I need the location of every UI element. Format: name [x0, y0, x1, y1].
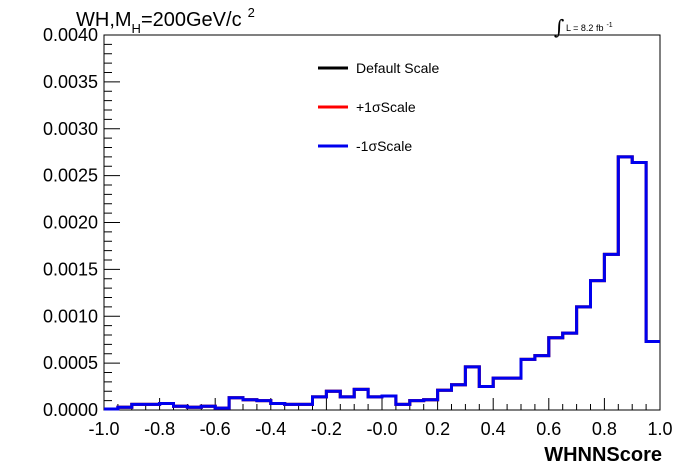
series-histogram-1	[104, 155, 660, 411]
plot-frame	[103, 34, 661, 411]
y-tick-label: 0.0020	[43, 213, 98, 233]
chart-title: WH,MH=200GeV/c 2	[76, 5, 255, 36]
y-tick-label: 0.0010	[43, 306, 98, 326]
x-tick-label: -0.0	[366, 419, 397, 439]
x-axis-label: WHNNScore	[544, 444, 662, 466]
y-tick-label: 0.0015	[43, 259, 98, 279]
series-histogram-2	[104, 155, 660, 411]
lumi-superscript: -1	[606, 22, 612, 29]
legend-label-default: Default Scale	[356, 60, 439, 76]
legend: Default Scale +1σScale -1σScale	[318, 60, 439, 154]
x-tick-label: -0.4	[255, 419, 286, 439]
x-tick-label: -0.2	[311, 419, 342, 439]
y-axis: 0.0000 0.0005 0.0010 0.0015 0.0020 0.0025 0.00…	[43, 25, 120, 420]
y-tick-label: 0.0025	[43, 166, 98, 186]
x-tick-label: 0.6	[536, 419, 561, 439]
x-tick-label: 0.4	[481, 419, 506, 439]
x-axis: -1.0 -0.8 -0.6 -0.4 -0.2 -0.0 0.2 0.4 0.6 0.8 1.0	[88, 398, 673, 439]
lumi-text: L = 8.2 fb	[566, 23, 603, 33]
series-histogram-0	[104, 155, 660, 411]
integral-sign: ∫	[554, 15, 564, 39]
y-tick-label: 0.0035	[43, 72, 98, 92]
title-rest: =200GeV/c	[141, 9, 242, 31]
title-superscript: 2	[248, 5, 255, 20]
y-tick-label: 0.0040	[43, 25, 98, 45]
legend-label-plus1sigma: +1σScale	[356, 99, 416, 115]
x-tick-label: -0.8	[144, 419, 175, 439]
x-tick-label: 0.8	[592, 419, 617, 439]
y-tick-label: 0.0000	[43, 400, 98, 420]
y-tick-label: 0.0005	[43, 353, 98, 373]
x-tick-label: 1.0	[647, 419, 672, 439]
title-main: WH,M	[76, 9, 132, 31]
lumi-label: L = 8.2 fb -1	[566, 22, 613, 33]
x-tick-label: -1.0	[88, 419, 119, 439]
y-tick-label: 0.0030	[43, 119, 98, 139]
x-tick-label: -0.6	[200, 419, 231, 439]
series-layer	[104, 155, 660, 411]
legend-label-minus1sigma: -1σScale	[356, 138, 412, 154]
x-tick-label: 0.2	[425, 419, 450, 439]
title-subscript: H	[132, 21, 141, 36]
